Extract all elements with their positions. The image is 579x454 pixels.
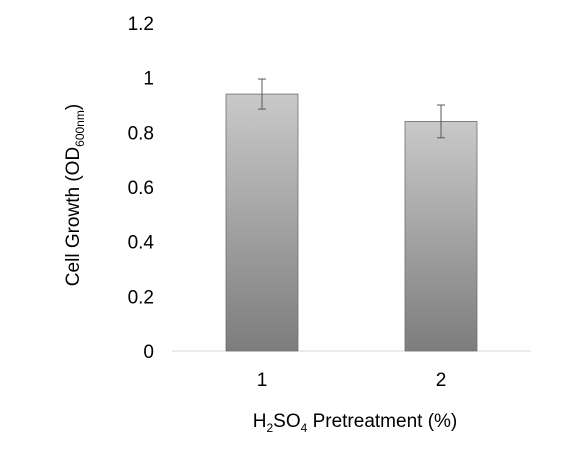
- y-tick-label: 0.2: [128, 287, 154, 308]
- bar-1: [225, 93, 299, 352]
- x-title-sub-2: 2: [266, 421, 273, 435]
- x-title-sub-4: 4: [301, 421, 308, 435]
- x-axis-title: H2SO4 Pretreatment (%): [253, 411, 458, 435]
- y-tick-label: 0.6: [128, 178, 154, 199]
- y-title-sub: 600nm: [73, 110, 87, 147]
- x-tick-label: 1: [257, 370, 268, 391]
- x-tick-label: 2: [436, 370, 447, 391]
- y-axis-title: Cell Growth (OD600nm): [63, 104, 87, 286]
- y-tick-label: 1: [143, 69, 154, 90]
- error-bars: [258, 78, 445, 139]
- x-title-part-rest: Pretreatment (%): [307, 411, 457, 432]
- y-tick-label: 1.2: [128, 14, 154, 35]
- y-title-main: Cell Growth (OD: [63, 147, 84, 286]
- x-title-part-h: H: [253, 411, 267, 432]
- y-tick-label: 0: [143, 342, 154, 363]
- x-title-part-so: SO: [273, 411, 300, 432]
- y-tick-label: 0.4: [128, 233, 155, 254]
- bar-2: [404, 121, 478, 352]
- y-axis-ticks: 0 0.2 0.4 0.6 0.8 1 1.2: [128, 14, 155, 363]
- y-tick-label: 0.8: [128, 123, 154, 144]
- y-title-close: ): [63, 104, 84, 110]
- bars: [225, 93, 478, 352]
